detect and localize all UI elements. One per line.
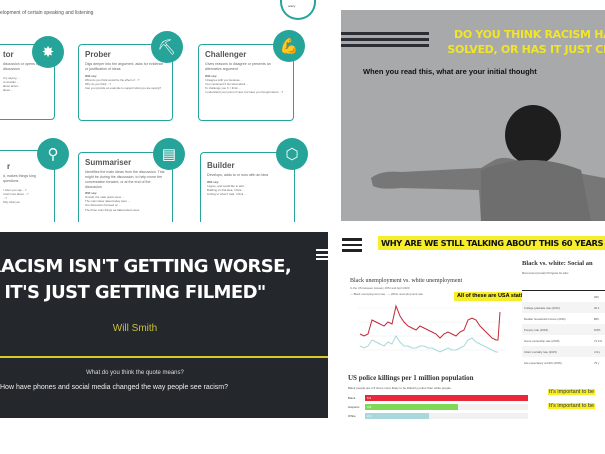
slide-title: DO YOU THINK RACISM HAS BEE SOLVED, OR H…: [447, 28, 605, 56]
quote-author: Will Smith: [112, 323, 158, 334]
table-row: Infant mortality rate (2015) 4.9 p: [522, 346, 605, 357]
slide-title: WHY ARE WE STILL TALKING ABOUT THIS 60 Y…: [378, 236, 605, 250]
unemployment-chart-legend: — Black unemployment rate — White unempl…: [350, 292, 423, 296]
black-unemployment-line: [359, 304, 501, 341]
social-table-title: Black vs. white: Social an: [522, 260, 593, 267]
oracy-roles-slide: elopment of certain speaking and listeni…: [0, 0, 322, 222]
table-row: Life expectancy at birth (2015) 79 y: [524, 360, 600, 365]
divider: [0, 356, 328, 358]
question-1: What do you think the quote means?: [86, 370, 184, 376]
document-icon: ▤: [153, 138, 185, 170]
flexed-arm-icon: 💪: [273, 30, 305, 62]
quote-text: "RACISM ISN'T GETTING WORSE, IT'S JUST G…: [0, 256, 292, 304]
highlight-note: It's important to be: [548, 403, 596, 409]
slide-subtitle: elopment of certain speaking and listeni…: [0, 10, 94, 16]
column-header: Whi: [594, 294, 599, 299]
bar-label: White: [348, 414, 356, 418]
role-card-builder: Builder Develops, adds to or runs with a…: [200, 152, 295, 222]
cubes-icon: ⬡: [276, 138, 308, 170]
white-unemployment-line: [359, 335, 498, 353]
bar: 6.6: [365, 395, 528, 401]
usa-statistics-note: All of these are USA statistics: [454, 292, 538, 301]
table-row: Poverty rate (2018) 8.8%: [522, 324, 605, 335]
social-table-subtitle: Most recent (crucial) US figures for edu…: [522, 272, 569, 275]
shovel-icon: ⛏: [151, 31, 183, 63]
killings-chart-title: US police killings per 1 million populat…: [348, 374, 474, 382]
table-row: Median household income (2016) $65,: [524, 316, 600, 321]
question-2: How have phones and social media changed…: [0, 384, 229, 391]
bar: 3.8: [365, 404, 458, 410]
table-row: Home ownership rate (2015) 71.1%: [524, 338, 602, 343]
unemployment-chart-subtitle: In the US between January 1972 and April…: [350, 286, 410, 290]
killings-chart-subtitle: Black people are 2.5 times more likely t…: [348, 386, 452, 390]
statistics-slide: WHY ARE WE STILL TALKING ABOUT THIS 60 Y…: [340, 228, 605, 454]
social-table: Whi College graduate rate (2016) 42.1 Med…: [522, 290, 605, 368]
quote-slide: "RACISM ISN'T GETTING WORSE, IT'S JUST G…: [0, 232, 328, 418]
person-arms-outstretched-photo: [371, 105, 605, 221]
slide-subtitle: When you read this, what are your initia…: [363, 67, 537, 76]
highlight-note: It's important to be: [548, 389, 596, 395]
unemployment-chart-title: Black unemployment vs. white unemploymen…: [350, 278, 463, 284]
burst-icon: ✸: [32, 36, 64, 68]
bar-label: Hispanic: [348, 405, 360, 409]
magnifier-icon: ⚲: [37, 138, 69, 170]
unemployment-line-chart: [358, 304, 505, 353]
menu-icon: [316, 249, 328, 263]
bar-row: Hispanic 3.8: [348, 404, 528, 410]
bar-label: Black: [348, 396, 356, 400]
menu-icon: [342, 238, 362, 255]
bar-row: White 2.6: [348, 413, 528, 419]
bar-row: Black 6.6: [348, 395, 528, 401]
table-row: College graduate rate (2016) 42.1: [522, 302, 605, 313]
oracy-logo: oracy: [280, 0, 316, 20]
question-slide: DO YOU THINK RACISM HAS BEE SOLVED, OR H…: [341, 10, 605, 221]
bar: 2.6: [365, 413, 429, 419]
decorative-stripes: [341, 32, 429, 50]
